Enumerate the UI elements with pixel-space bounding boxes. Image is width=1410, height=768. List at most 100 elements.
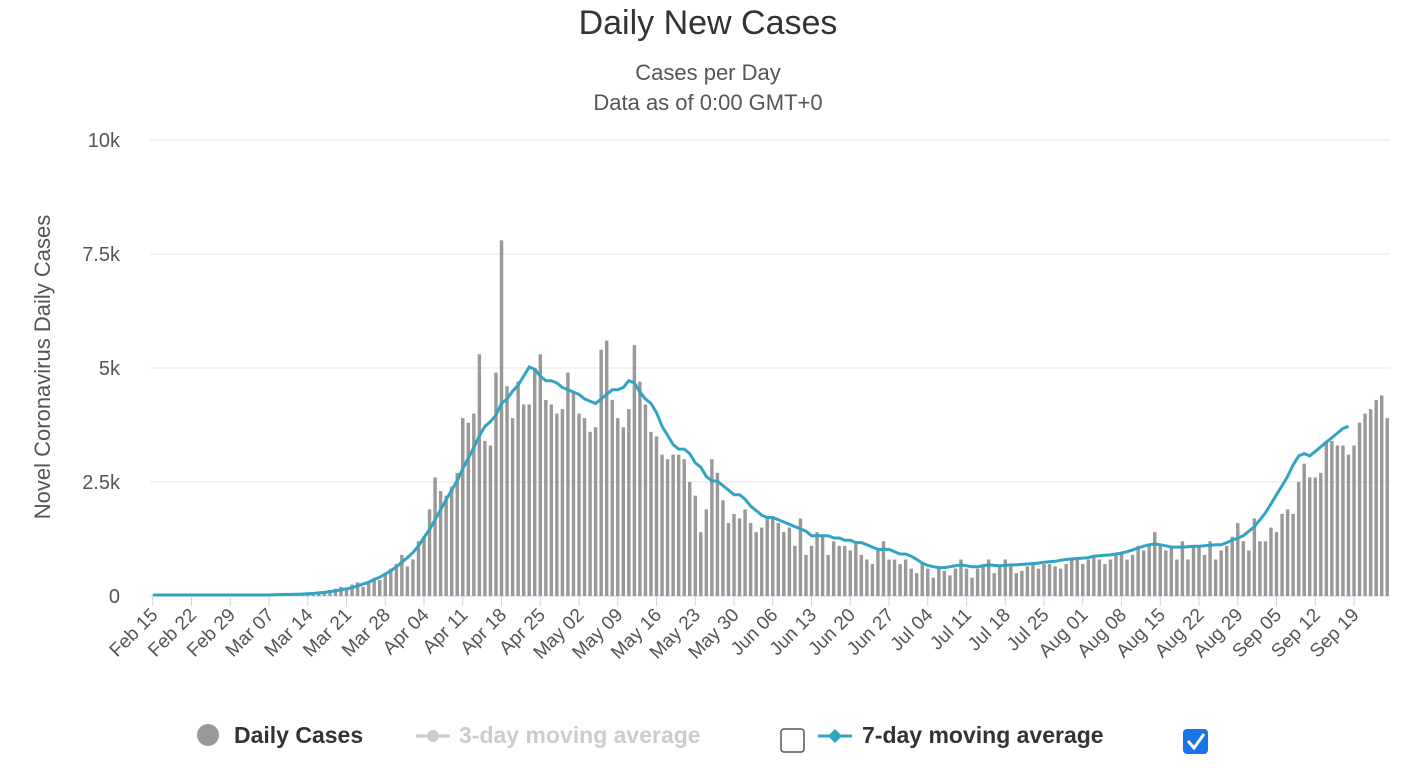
daily-cases-bar [1224, 545, 1229, 596]
daily-cases-bar [732, 513, 736, 596]
daily-cases-bar [1302, 463, 1306, 596]
daily-cases-bar [499, 240, 504, 596]
legend-daily-cases-marker [197, 724, 219, 746]
daily-cases-bar [566, 372, 570, 596]
legend-3-day-checkbox[interactable] [780, 728, 805, 753]
daily-cases-bar [942, 570, 947, 596]
daily-cases-bar [937, 568, 941, 596]
daily-cases-bar [1363, 413, 1367, 596]
daily-cases-bar [964, 568, 969, 596]
daily-cases-bar [876, 550, 880, 596]
daily-cases-bar [1357, 422, 1362, 596]
daily-cases-bar [986, 559, 991, 596]
daily-cases-bar [715, 472, 720, 596]
daily-cases-bar [831, 541, 836, 596]
daily-cases-bar [1031, 564, 1035, 596]
daily-cases-bar [914, 573, 919, 596]
daily-cases-bar [843, 545, 847, 596]
daily-cases-bar [394, 564, 399, 596]
daily-cases-bar [378, 580, 382, 596]
daily-cases-bar [1119, 552, 1124, 596]
daily-cases-bar [571, 390, 576, 596]
daily-cases-bar [771, 518, 775, 596]
daily-cases-bar [959, 559, 963, 596]
daily-cases-bar [361, 586, 365, 596]
daily-cases-bar [1047, 564, 1052, 596]
daily-cases-bar [1296, 482, 1301, 596]
daily-cases-bar [837, 545, 841, 596]
daily-cases-bar [344, 589, 349, 596]
legend-3-day-average[interactable]: 3-day moving average [416, 722, 805, 753]
daily-cases-bar [782, 532, 786, 596]
daily-cases-bar [643, 404, 648, 596]
daily-cases-bar [389, 568, 393, 596]
daily-cases-bar [754, 532, 758, 596]
daily-cases-bar [737, 518, 742, 596]
daily-cases-bar [693, 495, 697, 596]
checkmark-icon [1186, 733, 1206, 751]
daily-cases-bar [372, 577, 376, 596]
x-tick-label: Jul 04 [887, 604, 938, 655]
daily-cases-bar [1368, 409, 1373, 596]
daily-cases-bar [1319, 472, 1323, 596]
daily-cases-bar [1308, 477, 1312, 596]
x-tick-label: Jul 11 [926, 605, 976, 655]
daily-cases-bar [975, 568, 980, 596]
daily-cases-bar [826, 554, 830, 596]
daily-cases-bar [710, 459, 714, 596]
daily-cases-bar [416, 541, 421, 596]
legend-7-day-marker [828, 729, 842, 743]
daily-cases-bar [859, 554, 864, 596]
legend-7-day-average[interactable]: 7-day moving average [818, 722, 1208, 754]
seven-day-average-line [152, 365, 1350, 597]
daily-cases-bar [1014, 573, 1019, 596]
daily-cases-bar [1191, 545, 1196, 596]
daily-cases-bar [1252, 518, 1257, 596]
chart-title: Daily New Cases [578, 4, 838, 42]
daily-cases-bar [870, 564, 875, 596]
daily-cases-bar [903, 559, 908, 596]
daily-cases-bar [455, 472, 459, 596]
daily-cases-bar [998, 566, 1002, 596]
daily-cases-bar [1141, 550, 1146, 596]
daily-cases-bar [427, 509, 432, 596]
daily-cases-bar [1352, 445, 1356, 596]
daily-cases-bar [593, 427, 598, 596]
daily-cases-bar [433, 477, 437, 596]
daily-cases-bar [1042, 564, 1046, 596]
y-tick-label: 5k [99, 358, 121, 380]
daily-cases-bar [610, 399, 614, 596]
daily-cases-bar [1197, 545, 1201, 596]
daily-cases-bar [560, 409, 565, 596]
daily-cases-bar [1202, 554, 1207, 596]
legend: Daily Cases 3-day moving average 7-day m… [197, 722, 1208, 754]
daily-cases-bar [516, 381, 520, 596]
daily-cases-bar [676, 454, 681, 596]
daily-cases-bar [538, 354, 542, 596]
y-tick-label: 10k [88, 130, 121, 152]
daily-cases-bar [1153, 532, 1157, 596]
daily-cases-bar [604, 340, 609, 596]
daily-cases-bar [494, 372, 498, 596]
daily-cases-bar [1158, 545, 1162, 596]
daily-cases-bar [898, 564, 902, 596]
daily-cases-bar [1379, 395, 1384, 596]
daily-cases-bar [1385, 418, 1389, 596]
gridlines [150, 139, 1390, 597]
daily-cases-bar [848, 550, 852, 596]
daily-cases-bar [743, 509, 747, 596]
daily-cases-bar [1230, 536, 1234, 596]
daily-cases-bar [1324, 440, 1329, 596]
daily-cases-bar [444, 495, 448, 596]
daily-cases-bar [1009, 564, 1013, 596]
daily-cases-bar [1346, 454, 1351, 596]
daily-cases-bar [350, 584, 354, 596]
legend-7-day-checkbox[interactable] [1183, 729, 1208, 754]
daily-cases-bar [1130, 554, 1135, 596]
legend-daily-cases[interactable]: Daily Cases [197, 722, 363, 748]
daily-cases-bar [1335, 445, 1340, 596]
daily-cases-bar [748, 523, 753, 596]
daily-cases-bar [366, 581, 371, 596]
daily-cases-bar [704, 509, 709, 596]
daily-cases-bar [721, 500, 725, 596]
